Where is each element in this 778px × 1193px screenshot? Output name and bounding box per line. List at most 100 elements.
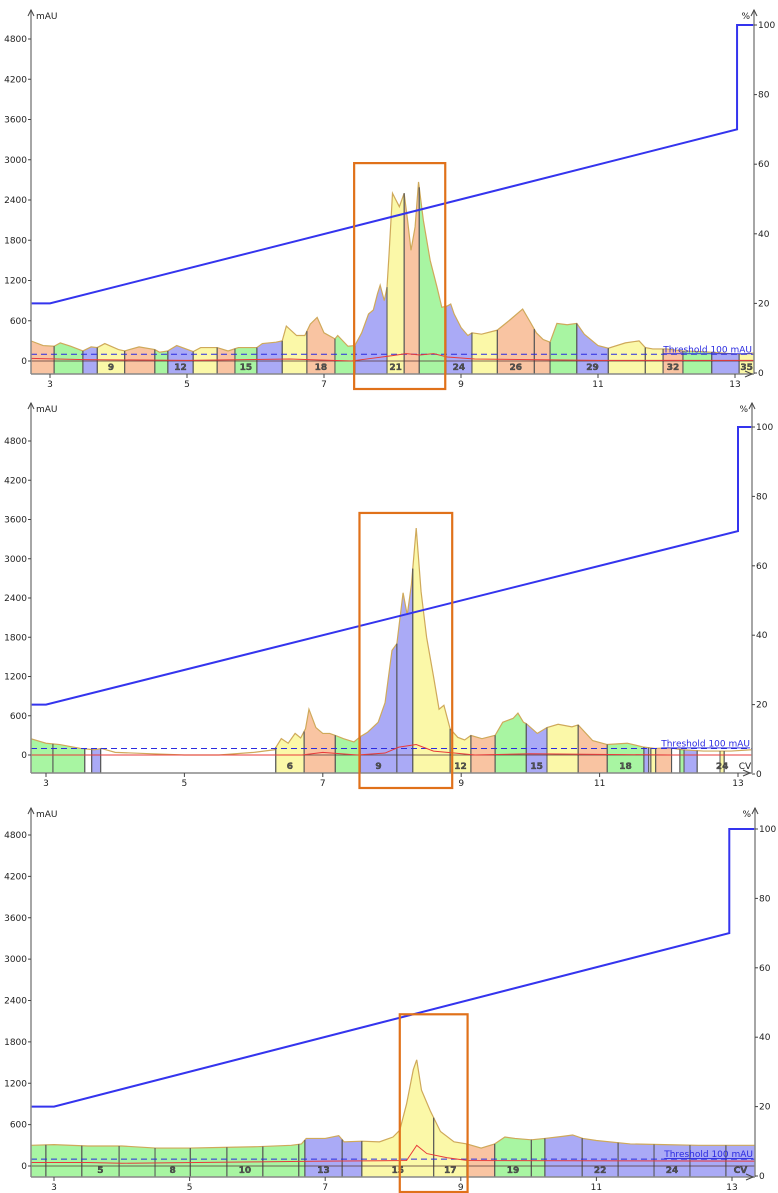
y-axis-unit: mAU <box>36 810 58 820</box>
fraction-6-area <box>275 731 305 773</box>
highlight-box <box>358 511 454 790</box>
fraction-label: 12 <box>174 363 187 373</box>
fraction-17-area <box>404 181 420 374</box>
y2-tick-label: 80 <box>758 91 770 101</box>
x-tick-label: 11 <box>594 779 605 789</box>
fraction-29-area <box>711 352 740 374</box>
x-axis-arrow-icon <box>742 769 752 777</box>
fraction-13-area <box>433 1117 467 1177</box>
fraction-3-area <box>82 346 98 374</box>
y2-tick-label: 100 <box>759 825 776 835</box>
fraction-18-area <box>607 743 644 773</box>
x-tick-label: 5 <box>184 380 190 390</box>
fraction-7-area <box>167 345 194 374</box>
fraction-22-area <box>534 329 551 374</box>
fraction-19-area <box>643 747 649 773</box>
y-tick-label: 4200 <box>4 476 27 486</box>
fraction-label: 17 <box>444 1166 457 1176</box>
fraction-17-area <box>544 1134 583 1177</box>
fraction-9-area <box>360 643 397 773</box>
y-tick-label: 1800 <box>4 633 27 643</box>
fraction-2-area <box>54 342 83 374</box>
y-tick-label: 2400 <box>4 594 27 604</box>
fraction-4-area <box>97 343 125 374</box>
y-tick-label: 4800 <box>4 35 27 45</box>
fraction-label: 19 <box>507 1166 520 1176</box>
fraction-27-area <box>663 348 683 374</box>
fraction-27-area <box>720 751 725 773</box>
fraction-9-area <box>298 1139 305 1177</box>
fraction-21-area <box>497 309 535 374</box>
y-tick-label: 3600 <box>4 516 27 526</box>
fraction-4-area <box>119 1146 156 1177</box>
fraction-8-area <box>262 1144 299 1177</box>
y-tick-label: 0 <box>21 1162 27 1172</box>
y-tick-label: 1200 <box>4 1079 27 1089</box>
fraction-12-area <box>282 326 307 374</box>
y-tick-label: 3600 <box>4 914 27 924</box>
fraction-1-area <box>30 1144 46 1177</box>
y-tick-label: 3000 <box>4 555 27 565</box>
fraction-10-area <box>396 568 413 773</box>
x-tick-label: 5 <box>182 779 188 789</box>
y2-tick-label: 80 <box>756 492 768 502</box>
fraction-label: 32 <box>667 363 680 373</box>
y2-axis-unit: % <box>739 405 748 415</box>
y2-tick-label: 0 <box>759 1172 765 1182</box>
fraction-label: 24 <box>716 762 729 772</box>
y2-tick-label: 60 <box>756 562 768 572</box>
y-tick-label: 1200 <box>4 277 27 287</box>
secondary-trace <box>30 1144 756 1164</box>
x-tick-label: 11 <box>592 380 603 390</box>
x-tick-label: 13 <box>732 779 743 789</box>
y-tick-label: 3000 <box>4 156 27 166</box>
fraction-label: 9 <box>108 363 114 373</box>
fraction-label: 5 <box>97 1166 103 1176</box>
x-tick-label: 7 <box>320 779 326 789</box>
threshold-label: Threshold 100 mAU <box>660 739 750 749</box>
y2-axis-arrow-icon <box>751 806 759 815</box>
y-axis-unit: mAU <box>36 405 58 415</box>
fraction-label: 22 <box>594 1166 607 1176</box>
x-tick-label: 13 <box>726 1183 737 1193</box>
fraction-label: 8 <box>170 1166 176 1176</box>
y-tick-label: 0 <box>21 751 27 761</box>
fraction-13-area <box>470 735 496 773</box>
y2-axis-arrow-icon <box>748 401 756 410</box>
y2-tick-label: 0 <box>756 770 762 780</box>
y-tick-label: 4200 <box>4 872 27 882</box>
y-tick-label: 2400 <box>4 997 27 1007</box>
fraction-label: 12 <box>454 762 467 772</box>
y-tick-label: 3000 <box>4 955 27 965</box>
fraction-22-area <box>655 747 672 773</box>
x-tick-label: 5 <box>187 1183 193 1193</box>
fraction-11-area <box>412 528 451 773</box>
y-axis-arrow-icon <box>27 806 35 815</box>
cv-label: CV <box>739 762 752 772</box>
y2-tick-label: 100 <box>756 423 773 433</box>
fraction-20-area <box>471 330 498 374</box>
fraction-15-area <box>354 285 388 374</box>
y-tick-label: 1800 <box>4 236 27 246</box>
fraction-14-area <box>495 713 527 773</box>
chart-panel-3: Threshold 100 mAU 5 8 10 13 15 17 19 22 24 CV mAU % 0… <box>4 806 776 1193</box>
fraction-label: 15 <box>391 1166 404 1176</box>
fraction-label: 21 <box>389 363 402 373</box>
fraction-28-area <box>682 350 712 374</box>
fraction-label: 15 <box>530 762 543 772</box>
x-tick-label: 3 <box>43 779 49 789</box>
x-axis-arrow-icon <box>745 1173 755 1181</box>
fraction-10-area <box>304 1135 343 1177</box>
y-tick-label: 0 <box>21 357 27 367</box>
fraction-1-area <box>30 340 55 374</box>
fraction-3-area <box>81 1145 120 1177</box>
y-axis-arrow-icon <box>27 401 35 410</box>
gradient-line <box>30 24 755 305</box>
fraction-label: 6 <box>287 762 293 772</box>
fraction-18-area <box>419 187 446 374</box>
y-tick-label: 1800 <box>4 1038 27 1048</box>
threshold-label: Threshold 100 mAU <box>663 1150 753 1160</box>
y2-tick-label: 40 <box>758 230 770 240</box>
threshold-label: Threshold 100 mAU <box>662 345 752 355</box>
